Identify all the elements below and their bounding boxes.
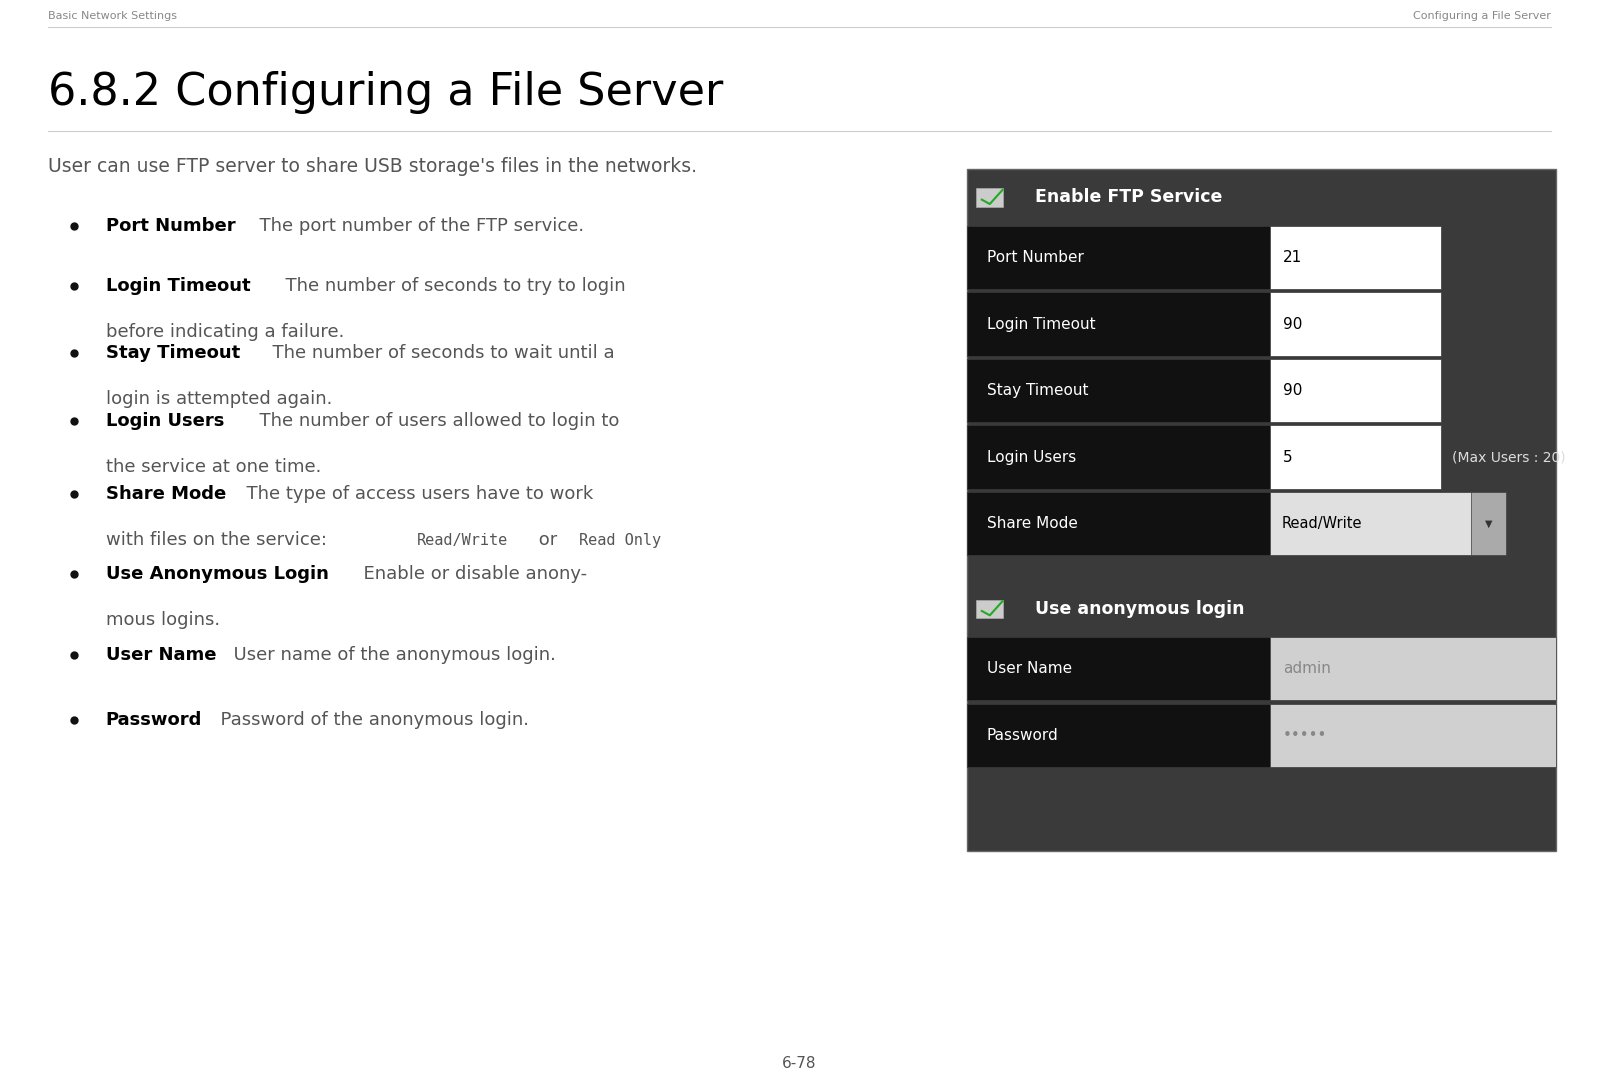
FancyBboxPatch shape [967,492,1271,555]
Text: Read/Write: Read/Write [1282,516,1362,531]
Text: Enable or disable anony-: Enable or disable anony- [352,565,587,583]
Text: User can use FTP server to share USB storage's files in the networks.: User can use FTP server to share USB sto… [48,157,697,177]
Text: Use anonymous login: Use anonymous login [1035,600,1244,618]
FancyBboxPatch shape [1271,425,1441,489]
FancyBboxPatch shape [967,226,1271,289]
FancyBboxPatch shape [1271,492,1506,555]
Text: 21: 21 [1284,250,1303,265]
Text: Password of the anonymous login.: Password of the anonymous login. [209,711,529,729]
FancyBboxPatch shape [1271,359,1441,422]
Text: Login Timeout: Login Timeout [987,316,1095,332]
Text: Login Timeout: Login Timeout [106,277,249,295]
Text: 6.8.2 Configuring a File Server: 6.8.2 Configuring a File Server [48,71,723,115]
FancyBboxPatch shape [1471,492,1506,555]
Text: 6-78: 6-78 [782,1056,817,1071]
Text: Read/Write: Read/Write [416,532,507,548]
Text: Port Number: Port Number [106,217,235,235]
Text: The number of seconds to try to login: The number of seconds to try to login [273,277,625,295]
FancyBboxPatch shape [1271,637,1556,700]
Text: The number of users allowed to login to: The number of users allowed to login to [248,412,619,430]
Text: Enable FTP Service: Enable FTP Service [1035,189,1222,206]
Text: Read Only: Read Only [579,532,662,548]
Text: before indicating a failure.: before indicating a failure. [106,323,344,340]
Text: Port Number: Port Number [987,250,1084,265]
FancyBboxPatch shape [1271,292,1441,356]
Text: 90: 90 [1284,383,1303,398]
Text: 90: 90 [1284,316,1303,332]
Text: 5: 5 [1284,449,1294,465]
Text: Share Mode: Share Mode [987,516,1078,531]
FancyBboxPatch shape [967,292,1271,356]
Text: Share Mode: Share Mode [106,485,225,503]
Text: Login Users: Login Users [987,449,1076,465]
Text: login is attempted again.: login is attempted again. [106,391,333,408]
Text: Stay Timeout: Stay Timeout [106,345,240,362]
Text: Stay Timeout: Stay Timeout [987,383,1087,398]
Text: with files on the service:: with files on the service: [106,531,333,549]
FancyBboxPatch shape [1271,226,1441,289]
Text: admin: admin [1284,661,1330,676]
FancyBboxPatch shape [1271,704,1556,767]
FancyBboxPatch shape [967,637,1271,700]
FancyBboxPatch shape [967,169,1556,851]
Text: or: or [532,531,563,549]
Text: User Name: User Name [106,646,216,663]
Text: mous logins.: mous logins. [106,611,219,628]
Text: Use Anonymous Login: Use Anonymous Login [106,565,328,583]
Text: The port number of the FTP service.: The port number of the FTP service. [248,217,584,235]
Text: Configuring a File Server: Configuring a File Server [1414,11,1551,22]
FancyBboxPatch shape [975,600,1004,619]
FancyBboxPatch shape [975,189,1004,207]
Text: (Max Users : 20): (Max Users : 20) [1452,451,1565,464]
Text: The type of access users have to work: The type of access users have to work [235,485,593,503]
FancyBboxPatch shape [967,704,1271,767]
FancyBboxPatch shape [967,425,1271,489]
FancyBboxPatch shape [967,359,1271,422]
Text: Login Users: Login Users [106,412,224,430]
Text: Password: Password [106,711,201,729]
Text: ▼: ▼ [1484,518,1492,529]
Text: User Name: User Name [987,661,1071,676]
Text: The number of seconds to wait until a: The number of seconds to wait until a [261,345,614,362]
Text: Password: Password [987,728,1059,743]
Text: •••••: ••••• [1284,728,1327,743]
Text: User name of the anonymous login.: User name of the anonymous login. [222,646,556,663]
Text: the service at one time.: the service at one time. [106,458,321,476]
Text: Basic Network Settings: Basic Network Settings [48,11,177,22]
